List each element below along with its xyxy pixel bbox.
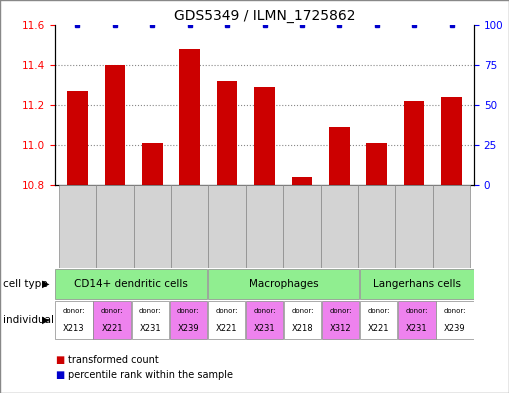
FancyBboxPatch shape [398,301,436,339]
FancyBboxPatch shape [55,269,207,299]
FancyBboxPatch shape [360,301,398,339]
Text: X221: X221 [216,324,237,333]
FancyBboxPatch shape [133,185,171,268]
Text: X239: X239 [444,324,466,333]
FancyBboxPatch shape [171,185,208,268]
Bar [404,101,425,185]
Text: donor:: donor: [177,308,200,314]
Text: X231: X231 [406,324,428,333]
Text: donor:: donor: [215,308,238,314]
Bar [104,65,125,185]
Bar [179,49,200,185]
FancyBboxPatch shape [131,301,169,339]
Text: X231: X231 [253,324,275,333]
FancyBboxPatch shape [358,185,395,268]
FancyBboxPatch shape [360,269,473,299]
Text: donor:: donor: [444,308,466,314]
FancyBboxPatch shape [284,301,321,339]
FancyBboxPatch shape [321,185,358,268]
Title: GDS5349 / ILMN_1725862: GDS5349 / ILMN_1725862 [174,9,355,22]
Bar [217,81,237,185]
Text: Langerhans cells: Langerhans cells [373,279,461,289]
FancyBboxPatch shape [208,269,359,299]
Text: cell type: cell type [3,279,47,289]
FancyBboxPatch shape [94,301,131,339]
FancyBboxPatch shape [169,301,207,339]
Bar [67,91,88,185]
FancyBboxPatch shape [55,301,93,339]
FancyBboxPatch shape [208,301,245,339]
Text: donor:: donor: [329,308,352,314]
Text: X221: X221 [368,324,389,333]
FancyBboxPatch shape [322,301,359,339]
FancyBboxPatch shape [246,185,283,268]
Text: X312: X312 [330,324,352,333]
Text: donor:: donor: [367,308,390,314]
Text: X221: X221 [101,324,123,333]
FancyBboxPatch shape [436,301,473,339]
Text: donor:: donor: [253,308,276,314]
Text: donor:: donor: [139,308,161,314]
Text: individual: individual [3,315,53,325]
Text: transformed count: transformed count [68,355,158,365]
Text: ▶: ▶ [42,315,50,325]
FancyBboxPatch shape [283,185,321,268]
FancyBboxPatch shape [395,185,433,268]
FancyBboxPatch shape [208,185,246,268]
Text: X231: X231 [139,324,161,333]
Bar [441,97,462,185]
FancyBboxPatch shape [59,185,96,268]
Bar [292,177,312,185]
FancyBboxPatch shape [96,185,133,268]
FancyBboxPatch shape [246,301,283,339]
Bar [142,143,162,185]
Text: donor:: donor: [406,308,428,314]
Bar [329,127,350,185]
Text: X213: X213 [63,324,85,333]
Text: donor:: donor: [291,308,314,314]
Bar [366,143,387,185]
Text: CD14+ dendritic cells: CD14+ dendritic cells [74,279,188,289]
Text: donor:: donor: [63,308,86,314]
Text: Macrophages: Macrophages [249,279,318,289]
Text: X239: X239 [178,324,199,333]
Text: ■: ■ [55,370,64,380]
Text: ▶: ▶ [42,279,50,289]
Bar [254,87,275,185]
FancyBboxPatch shape [433,185,470,268]
Text: X218: X218 [292,324,314,333]
Text: percentile rank within the sample: percentile rank within the sample [68,370,233,380]
Text: ■: ■ [55,355,64,365]
Text: donor:: donor: [101,308,123,314]
